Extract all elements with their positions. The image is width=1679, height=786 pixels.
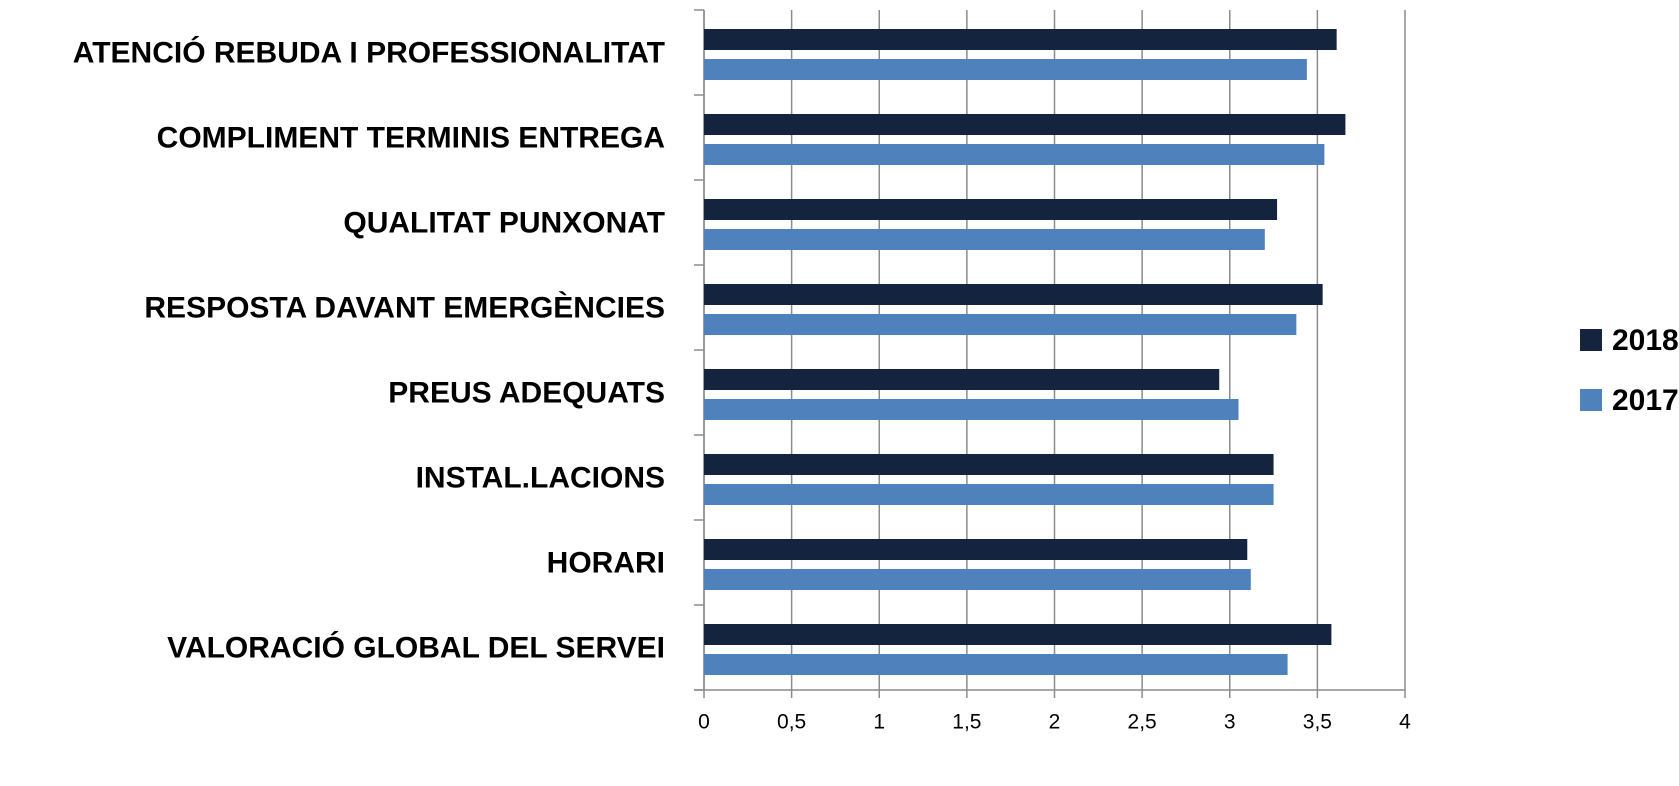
bar bbox=[704, 399, 1239, 420]
x-tick-label: 0 bbox=[698, 711, 710, 734]
x-tick-label: 4 bbox=[1399, 711, 1411, 734]
legend-label: 2018 bbox=[1612, 324, 1679, 357]
bar bbox=[704, 284, 1323, 305]
legend-swatch bbox=[1580, 329, 1602, 351]
bar bbox=[704, 654, 1288, 675]
bar bbox=[704, 144, 1325, 165]
x-tick-label: 2 bbox=[1049, 711, 1061, 734]
x-tick-label: 2,5 bbox=[1128, 711, 1157, 734]
y-tick-label: VALORACIÓ GLOBAL DEL SERVEI bbox=[167, 630, 665, 664]
bar bbox=[704, 369, 1220, 390]
x-tick-label: 1 bbox=[873, 711, 885, 734]
y-tick-label: RESPOSTA DAVANT EMERGÈNCIES bbox=[144, 290, 665, 324]
y-tick-label: INSTAL.LACIONS bbox=[416, 461, 665, 494]
bar bbox=[704, 199, 1278, 220]
bar bbox=[704, 484, 1274, 505]
y-tick-label: PREUS ADEQUATS bbox=[388, 376, 665, 409]
legend-label: 2017 bbox=[1612, 384, 1679, 417]
bar bbox=[704, 569, 1251, 590]
bar bbox=[704, 539, 1248, 560]
bar bbox=[704, 114, 1346, 135]
legend-swatch bbox=[1580, 389, 1602, 411]
x-tick-label: 3 bbox=[1224, 711, 1236, 734]
bar bbox=[704, 229, 1265, 250]
x-tick-label: 0,5 bbox=[777, 711, 806, 734]
y-tick-label: QUALITAT PUNXONAT bbox=[343, 206, 665, 239]
bar bbox=[704, 59, 1307, 80]
bar bbox=[704, 624, 1332, 645]
bar bbox=[704, 454, 1274, 475]
x-tick-label: 3,5 bbox=[1303, 711, 1332, 734]
y-tick-label: HORARI bbox=[547, 546, 665, 579]
y-tick-label: ATENCIÓ REBUDA I PROFESSIONALITAT bbox=[73, 35, 665, 69]
bar bbox=[704, 29, 1337, 50]
y-tick-label: COMPLIMENT TERMINIS ENTREGA bbox=[157, 121, 665, 154]
bar bbox=[704, 314, 1297, 335]
x-tick-label: 1,5 bbox=[952, 711, 981, 734]
